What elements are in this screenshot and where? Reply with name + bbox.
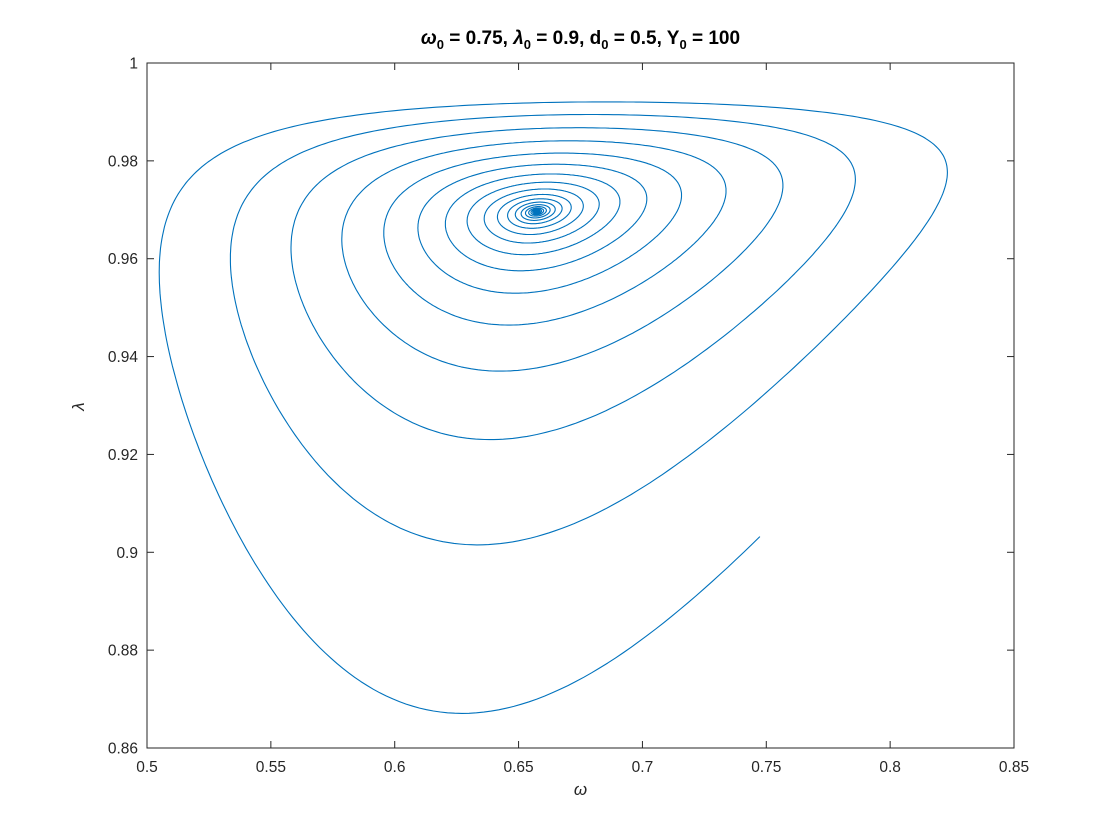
- axes-box: [146, 62, 1015, 749]
- tick-label: 0.98: [108, 153, 138, 170]
- title-text: ω: [421, 28, 437, 49]
- tick-label: 0.55: [256, 759, 286, 776]
- tick-label: 0.75: [751, 759, 781, 776]
- tick-label: 0.7: [632, 759, 654, 776]
- tick-label: 0.94: [108, 349, 139, 366]
- tick-label: 0.86: [108, 741, 138, 758]
- trajectory-line: [158, 101, 948, 714]
- title-text: = 0.9,: [531, 28, 590, 49]
- tick-label: 0.9: [116, 545, 138, 562]
- title-text: = 100: [687, 28, 740, 49]
- tick-label: 0.65: [503, 759, 533, 776]
- title-subscript: 0: [524, 37, 531, 52]
- title-text: = 0.5,: [609, 28, 667, 49]
- title-text: Y: [667, 28, 680, 49]
- plot-title: ω0 = 0.75, λ0 = 0.9, d0 = 0.5, Y0 = 100: [421, 28, 740, 52]
- tick-label: 0.5: [136, 759, 158, 776]
- title-text: d: [590, 28, 602, 49]
- tick-label: 0.92: [108, 447, 138, 464]
- tick-label: 1: [129, 56, 138, 73]
- tick-label: 0.85: [999, 759, 1029, 776]
- tick-label: 0.6: [384, 759, 406, 776]
- tick-labels: 0.5 0.55 0.6 0.65 0.7 0.75 0.8 0.85 0.86 0.88 0.9 0…: [108, 56, 1029, 777]
- title-text: λ: [512, 28, 524, 49]
- title-subscript: 0: [437, 37, 444, 52]
- title-subscript: 0: [679, 37, 686, 52]
- y-axis-label: λ: [69, 402, 88, 411]
- tick-marks: [146, 62, 1015, 749]
- tick-label: 0.8: [879, 759, 901, 776]
- title-text: = 0.75,: [444, 28, 513, 49]
- title-subscript: 0: [601, 37, 608, 52]
- x-axis-label: ω: [574, 780, 587, 799]
- tick-label: 0.96: [108, 251, 138, 268]
- tick-label: 0.88: [108, 643, 138, 660]
